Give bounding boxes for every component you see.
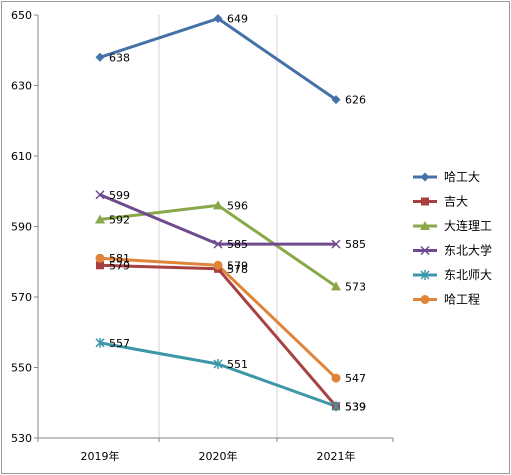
data-point: [95, 337, 105, 348]
data-point: [331, 95, 341, 105]
legend-marker: [420, 221, 430, 230]
data-point: [96, 261, 104, 270]
legend-marker: [420, 245, 430, 256]
data-label: 578: [227, 263, 248, 276]
x-tick-label: 2019年: [81, 449, 120, 463]
marker-stroke: [420, 245, 430, 256]
legend-item: 哈工大: [413, 170, 480, 184]
data-label: 557: [109, 337, 130, 350]
y-tick-label: 570: [11, 291, 32, 304]
data-label: 585: [345, 238, 366, 251]
data-point: [213, 14, 223, 24]
legend-label: 哈工大: [444, 170, 480, 184]
marker-stroke: [213, 239, 223, 249]
y-tick-label: 650: [11, 9, 32, 22]
data-label: 579: [227, 259, 248, 272]
legend-item: 东北师大: [413, 268, 492, 282]
data-point: [213, 200, 223, 210]
legend-item: 哈工程: [413, 292, 480, 307]
x-tick-label: 2020年: [199, 449, 238, 463]
data-point: [331, 239, 341, 249]
data-label: 592: [109, 213, 130, 226]
data-label: 539: [345, 400, 366, 413]
legend-marker: [420, 270, 430, 280]
series-line: [99, 203, 337, 288]
legend-marker: [420, 295, 430, 304]
data-label: 579: [109, 259, 130, 272]
series-line: [99, 17, 337, 101]
legend-label: 大连理工: [444, 218, 492, 233]
legend-label: 东北师大: [444, 268, 492, 282]
legend-label: 吉大: [444, 195, 468, 209]
y-tick-label: 610: [11, 150, 32, 163]
data-label: 585: [227, 238, 248, 251]
marker-stroke: [95, 190, 105, 200]
data-label: 626: [345, 94, 366, 107]
legend-label: 东北大学: [444, 243, 492, 258]
marker-stroke: [331, 239, 341, 249]
data-label: 638: [109, 51, 130, 64]
data-label: 581: [109, 252, 130, 265]
y-tick-label: 590: [11, 221, 32, 234]
y-tick-label: 630: [11, 80, 32, 93]
data-point: [213, 260, 223, 270]
data-point: [331, 281, 341, 291]
data-point: [95, 214, 105, 224]
y-tick-label: 530: [11, 432, 32, 445]
data-label: 551: [227, 358, 248, 371]
y-tick-label: 550: [11, 362, 32, 375]
series-line: [99, 341, 337, 408]
legend-item: 东北大学: [413, 243, 492, 258]
series-line: [99, 263, 338, 408]
data-point: [95, 52, 105, 62]
data-label: 599: [109, 189, 130, 202]
data-point: [331, 401, 341, 412]
data-point: [213, 239, 223, 249]
data-label: 573: [345, 280, 366, 293]
data-point: [95, 253, 105, 263]
legend-marker: [420, 172, 430, 182]
x-tick-label: 2021年: [317, 449, 356, 463]
legend-item: 吉大: [413, 195, 468, 209]
data-label: 649: [227, 13, 248, 26]
legend-label: 哈工程: [444, 292, 480, 307]
legend-item: 大连理工: [413, 218, 492, 233]
legend-marker: [421, 197, 429, 206]
data-point: [331, 373, 341, 383]
data-label: 539: [345, 400, 366, 413]
data-point: [95, 190, 105, 200]
data-point: [213, 358, 223, 369]
data-label: 596: [227, 199, 248, 212]
data-label: 547: [345, 372, 366, 385]
